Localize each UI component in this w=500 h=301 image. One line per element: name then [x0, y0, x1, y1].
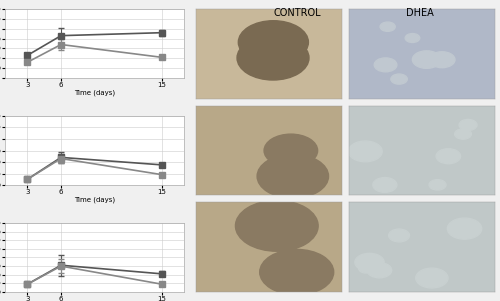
Circle shape — [374, 58, 397, 72]
Circle shape — [358, 263, 374, 273]
Circle shape — [454, 129, 471, 139]
Circle shape — [260, 250, 334, 295]
X-axis label: Time (days): Time (days) — [74, 197, 115, 203]
Circle shape — [348, 141, 382, 162]
Text: CONTROL: CONTROL — [274, 8, 322, 17]
Legend: Control, DHEA: Control, DHEA — [217, 144, 250, 157]
Circle shape — [264, 134, 318, 167]
Legend: Control, DHEA: Control, DHEA — [217, 250, 250, 264]
Circle shape — [367, 263, 392, 278]
Circle shape — [412, 51, 441, 68]
Circle shape — [391, 74, 407, 84]
Circle shape — [380, 22, 395, 31]
Circle shape — [257, 154, 328, 198]
Circle shape — [448, 218, 482, 239]
Circle shape — [237, 36, 309, 80]
Circle shape — [429, 52, 455, 68]
Circle shape — [236, 200, 318, 251]
Circle shape — [355, 253, 384, 271]
Circle shape — [373, 178, 397, 192]
Circle shape — [388, 229, 409, 242]
Text: DHEA: DHEA — [406, 8, 434, 17]
X-axis label: Time (days): Time (days) — [74, 90, 115, 96]
Circle shape — [429, 180, 446, 190]
Circle shape — [238, 21, 308, 64]
Circle shape — [459, 119, 477, 130]
Circle shape — [416, 268, 448, 288]
Legend: Control, DHEA: Control, DHEA — [217, 37, 250, 51]
Circle shape — [405, 33, 419, 42]
Circle shape — [436, 149, 460, 164]
